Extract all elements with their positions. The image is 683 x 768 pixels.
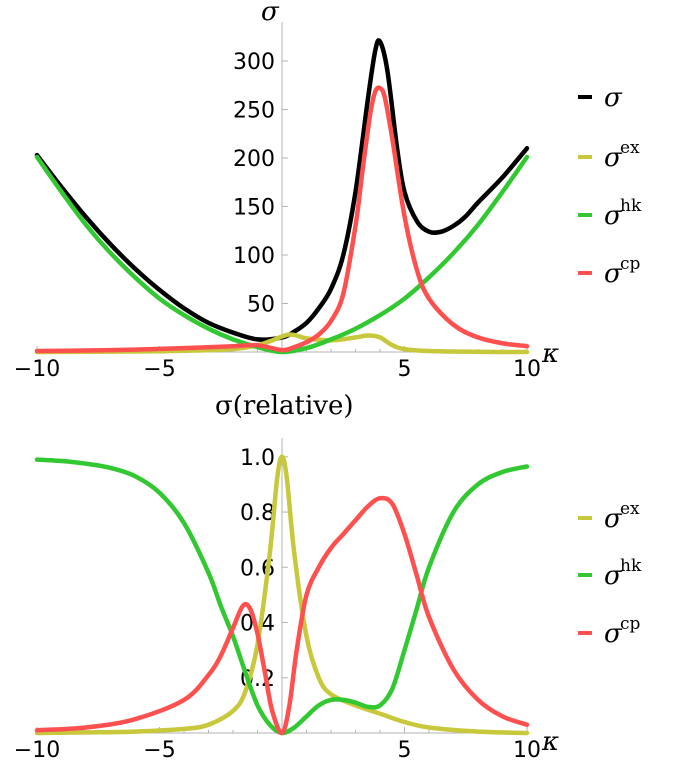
bottom-legend-superscript: ex	[620, 499, 640, 519]
top-y-tick-label: 200	[233, 147, 275, 172]
top-x-axis-title: κ	[541, 339, 559, 369]
bottom-y-tick-label: 0.8	[240, 501, 275, 526]
top-axes: −10 −5 5 10 50 100 150 200 250 300	[14, 22, 541, 382]
top-y-tick-label: 300	[233, 50, 275, 75]
top-series-total-line	[34, 38, 530, 342]
bottom-chart-title: σ(relative)	[215, 391, 354, 421]
bottom-chart: σ(relative) κ −10 −5 5 100.20.40.60.81.0 σe…	[14, 391, 642, 763]
bottom-legend-label: σ	[604, 504, 623, 534]
bottom-y-tick-label: 1.0	[240, 446, 275, 471]
top-y-tick-label: 50	[247, 292, 275, 317]
top-series-cp-line	[34, 85, 530, 354]
top-series-ex-line	[34, 332, 530, 355]
top-y-tick-label: 250	[233, 98, 275, 123]
top-x-tick-label: −10	[14, 357, 60, 382]
top-legend-superscript: ex	[620, 138, 640, 158]
top-y-tick-label: 100	[233, 244, 275, 269]
top-legend-label: σ	[604, 201, 623, 231]
bottom-series-ex-line	[34, 454, 530, 736]
top-legend-superscript: hk	[620, 196, 642, 216]
bottom-series-cp-line	[34, 495, 530, 736]
bottom-x-tick-label: 5	[398, 738, 412, 763]
bottom-x-tick-label: −5	[143, 738, 175, 763]
top-x-tick-label: 10	[513, 357, 541, 382]
top-series-group	[34, 38, 530, 355]
top-legend-superscript: cp	[620, 254, 641, 274]
top-x-tick-label: −5	[143, 357, 175, 382]
top-legend-label: σ	[604, 143, 623, 173]
bottom-series-group	[34, 454, 530, 736]
bottom-x-tick-label: −10	[14, 738, 60, 763]
top-legend-label: σ	[604, 259, 623, 289]
bottom-legend-superscript: cp	[620, 614, 641, 634]
top-y-axis-title: σ	[261, 0, 280, 27]
bottom-x-tick-label: 10	[513, 738, 541, 763]
bottom-x-axis-title: κ	[541, 727, 559, 757]
bottom-legend-superscript: hk	[620, 556, 642, 576]
top-x-tick-label: 5	[398, 357, 412, 382]
bottom-legend-label: σ	[604, 561, 623, 591]
bottom-series-hk-line	[34, 457, 530, 736]
top-y-tick-label: 150	[233, 195, 275, 220]
bottom-legend-label: σ	[604, 619, 623, 649]
top-legend-label: σ	[604, 83, 623, 113]
